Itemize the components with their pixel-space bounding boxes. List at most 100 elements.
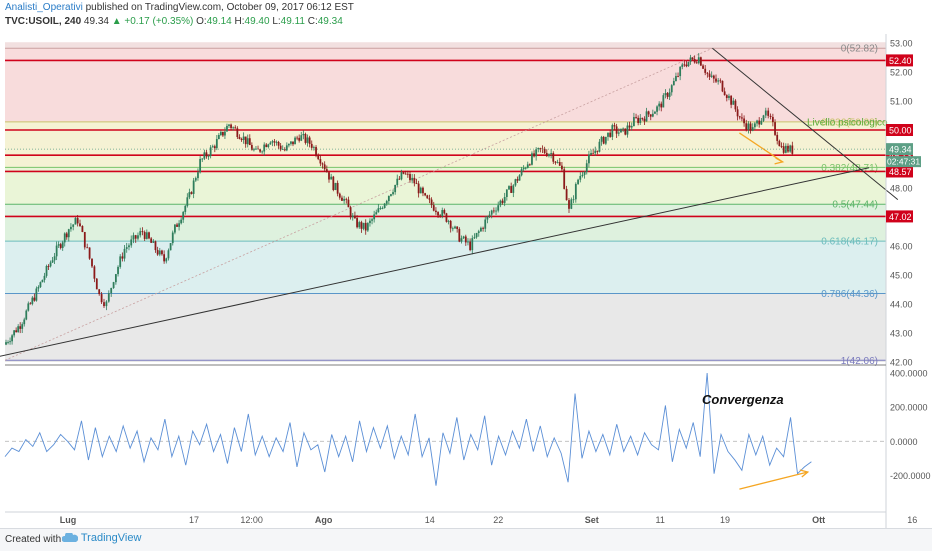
candle-body — [137, 235, 139, 239]
candle-body — [778, 140, 781, 147]
candle-body — [454, 226, 456, 229]
candle-body — [774, 122, 776, 135]
candle-body — [628, 125, 631, 128]
osc-tick-label: -200.0000 — [890, 471, 931, 481]
candle-body — [7, 342, 9, 343]
candle-body — [167, 250, 170, 259]
candle-body — [439, 215, 442, 217]
candle-body — [351, 215, 354, 218]
candle-body — [484, 219, 487, 229]
candle-body — [228, 124, 230, 126]
candle-body — [471, 238, 474, 251]
candle-body — [273, 141, 276, 143]
candle-body — [499, 200, 502, 206]
candle-body — [234, 127, 237, 129]
level-badge-label: 50.00 — [889, 126, 912, 136]
candle-body — [158, 250, 161, 255]
candle-body — [302, 133, 305, 136]
price-change: ▲ +0.17 (+0.35%) — [111, 16, 194, 27]
candle-body — [323, 164, 326, 170]
symbol-header: TVC:USOIL, 240 49.34 ▲ +0.17 (+0.35%) O:… — [5, 16, 343, 27]
tradingview-brand[interactable]: TradingView — [62, 532, 141, 544]
candle-body — [435, 210, 437, 213]
fib-zone — [5, 241, 886, 294]
candle-body — [377, 208, 380, 213]
price-badge-label: 49.34 — [889, 145, 912, 155]
price-tick-label: 48.00 — [890, 184, 913, 194]
candle-body — [706, 72, 709, 74]
candle-body — [356, 218, 358, 228]
candle-body — [285, 145, 288, 151]
candle-body — [708, 73, 711, 77]
candle-body — [689, 57, 692, 62]
price-chart[interactable]: 0(52.82) 0.236(50.28) 0.382(48.71) 0.5(47.4… — [0, 0, 932, 528]
candle-body — [257, 148, 259, 150]
candle-body — [13, 330, 16, 336]
candle-body — [443, 210, 446, 214]
candle-body — [188, 192, 191, 198]
candle-body — [501, 200, 504, 203]
candle-body — [666, 93, 669, 97]
candle-body — [615, 126, 618, 134]
oscillator-line — [4, 372, 812, 486]
candle-body — [762, 115, 765, 121]
candle-body — [577, 179, 579, 184]
candle-body — [65, 233, 68, 238]
candle-body — [456, 226, 459, 230]
price-tick-label: 45.00 — [890, 271, 913, 281]
candle-body — [721, 80, 724, 92]
candle-body — [522, 168, 525, 170]
candle-body — [574, 183, 577, 200]
fib-label: 0.618(46.17) — [821, 237, 878, 248]
candle-body — [240, 138, 243, 140]
candle-body — [622, 128, 625, 130]
candle-body — [226, 125, 228, 132]
candle-body — [213, 146, 216, 149]
candle-body — [723, 91, 726, 96]
candle-body — [236, 128, 239, 138]
candle-body — [668, 92, 671, 97]
candle-body — [41, 279, 44, 283]
candle-body — [524, 167, 527, 169]
level-badge-label: 52.40 — [889, 56, 912, 66]
candle-body — [630, 126, 633, 128]
candle-body — [203, 152, 206, 159]
time-tick-label: Ago — [315, 515, 333, 525]
candle-body — [480, 227, 482, 232]
candle-body — [651, 113, 654, 117]
candle-body — [488, 214, 491, 217]
candle-body — [259, 149, 261, 152]
candle-body — [687, 61, 690, 67]
candle-body — [95, 278, 98, 290]
candle-body — [271, 141, 274, 143]
open-label: O: — [196, 16, 207, 27]
price-tick-label: 43.00 — [890, 329, 913, 339]
candle-body — [312, 147, 315, 148]
fib-label: 0.5(47.44) — [832, 200, 878, 211]
author-link[interactable]: Analisti_Operativi — [5, 2, 83, 13]
candle-body — [11, 335, 13, 342]
candle-body — [117, 266, 119, 275]
candle-body — [437, 212, 439, 216]
candle-body — [343, 198, 346, 201]
candle-body — [250, 145, 253, 151]
orange-arrow — [739, 132, 783, 163]
candle-body — [458, 229, 461, 242]
candle-body — [780, 146, 783, 147]
candle-body — [572, 199, 575, 201]
candle-body — [230, 124, 232, 129]
candle-body — [570, 199, 573, 209]
candle-body — [27, 303, 30, 311]
candle-body — [751, 127, 754, 131]
candle-body — [428, 198, 431, 200]
candle-body — [789, 145, 792, 152]
candle-body — [394, 184, 397, 193]
candle-body — [180, 219, 183, 224]
candle-body — [611, 125, 614, 137]
candle-body — [404, 173, 407, 175]
candle-body — [190, 192, 193, 194]
orange-arrowhead — [774, 157, 785, 165]
candle-body — [561, 165, 563, 170]
candle-body — [275, 141, 278, 143]
candle-body — [760, 120, 763, 125]
